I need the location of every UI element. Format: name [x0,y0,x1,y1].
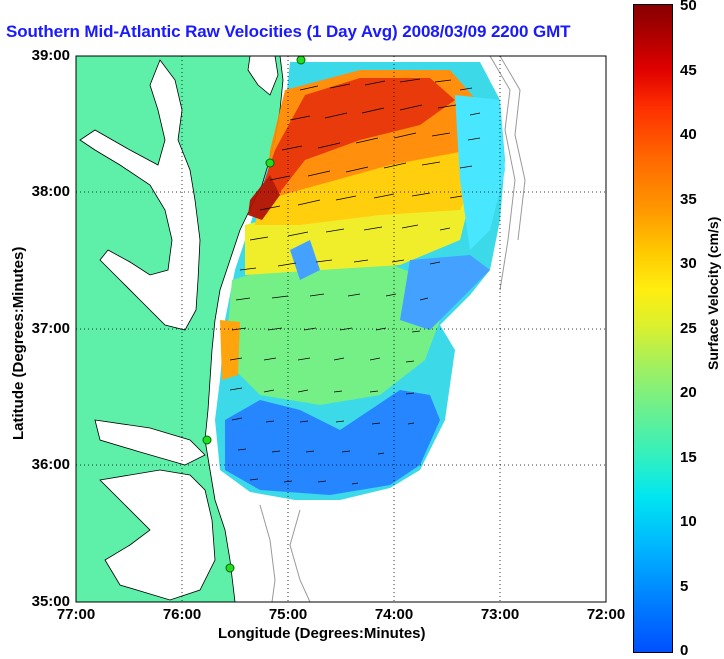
x-tick-label: 75:00 [268,606,308,623]
delaware-bay [247,56,279,96]
station-marker [296,56,306,65]
x-tick-label: 76:00 [162,606,202,623]
pamlico-sound [99,469,216,601]
colorbar-tick-label: 40 [680,126,697,143]
y-tick-label: 36:00 [31,456,70,473]
colorbar-tick-label: 35 [680,191,697,208]
y-tick-label: 35:00 [31,593,70,610]
chesapeake-bay [79,59,201,331]
station-marker [202,435,212,445]
y-axis-title: Latitude (Degrees:Minutes) [10,246,27,440]
colorbar-title: Surface Velocity (cm/s) [705,216,721,370]
grid-lines [76,56,606,602]
station-marker [225,563,235,573]
velocity-vectors [229,78,481,485]
colorbar-tick-label: 30 [680,255,697,272]
y-tick-label: 37:00 [31,320,70,337]
y-tick-label: 38:00 [31,183,70,200]
velocity-colorbar [633,4,673,653]
colorbar-tick-label: 5 [680,578,689,595]
plot-frame [75,55,607,603]
x-tick-label: 77:00 [56,606,96,623]
x-tick-label: 74:00 [374,606,414,623]
x-tick-label: 72:00 [586,606,626,623]
velocity-field [215,62,505,500]
colorbar-tick-label: 50 [680,0,697,14]
colorbar-tick-label: 15 [680,449,697,466]
albemarle-sound [94,419,206,466]
colorbar-tick-label: 20 [680,384,697,401]
hf-radar-stations [202,56,306,573]
station-marker [265,158,275,168]
colorbar-tick-label: 25 [680,320,697,337]
x-axis-title: Longitude (Degrees:Minutes) [218,625,426,642]
colorbar-tick-label: 45 [680,62,697,79]
colorbar-tick-label: 0 [680,642,689,659]
y-tick-label: 39:00 [31,47,70,64]
bathymetry-contours [259,56,526,602]
map-title: Southern Mid-Atlantic Raw Velocities (1 … [6,22,571,41]
colorbar-tick-label: 10 [680,513,697,530]
x-tick-label: 73:00 [480,606,520,623]
